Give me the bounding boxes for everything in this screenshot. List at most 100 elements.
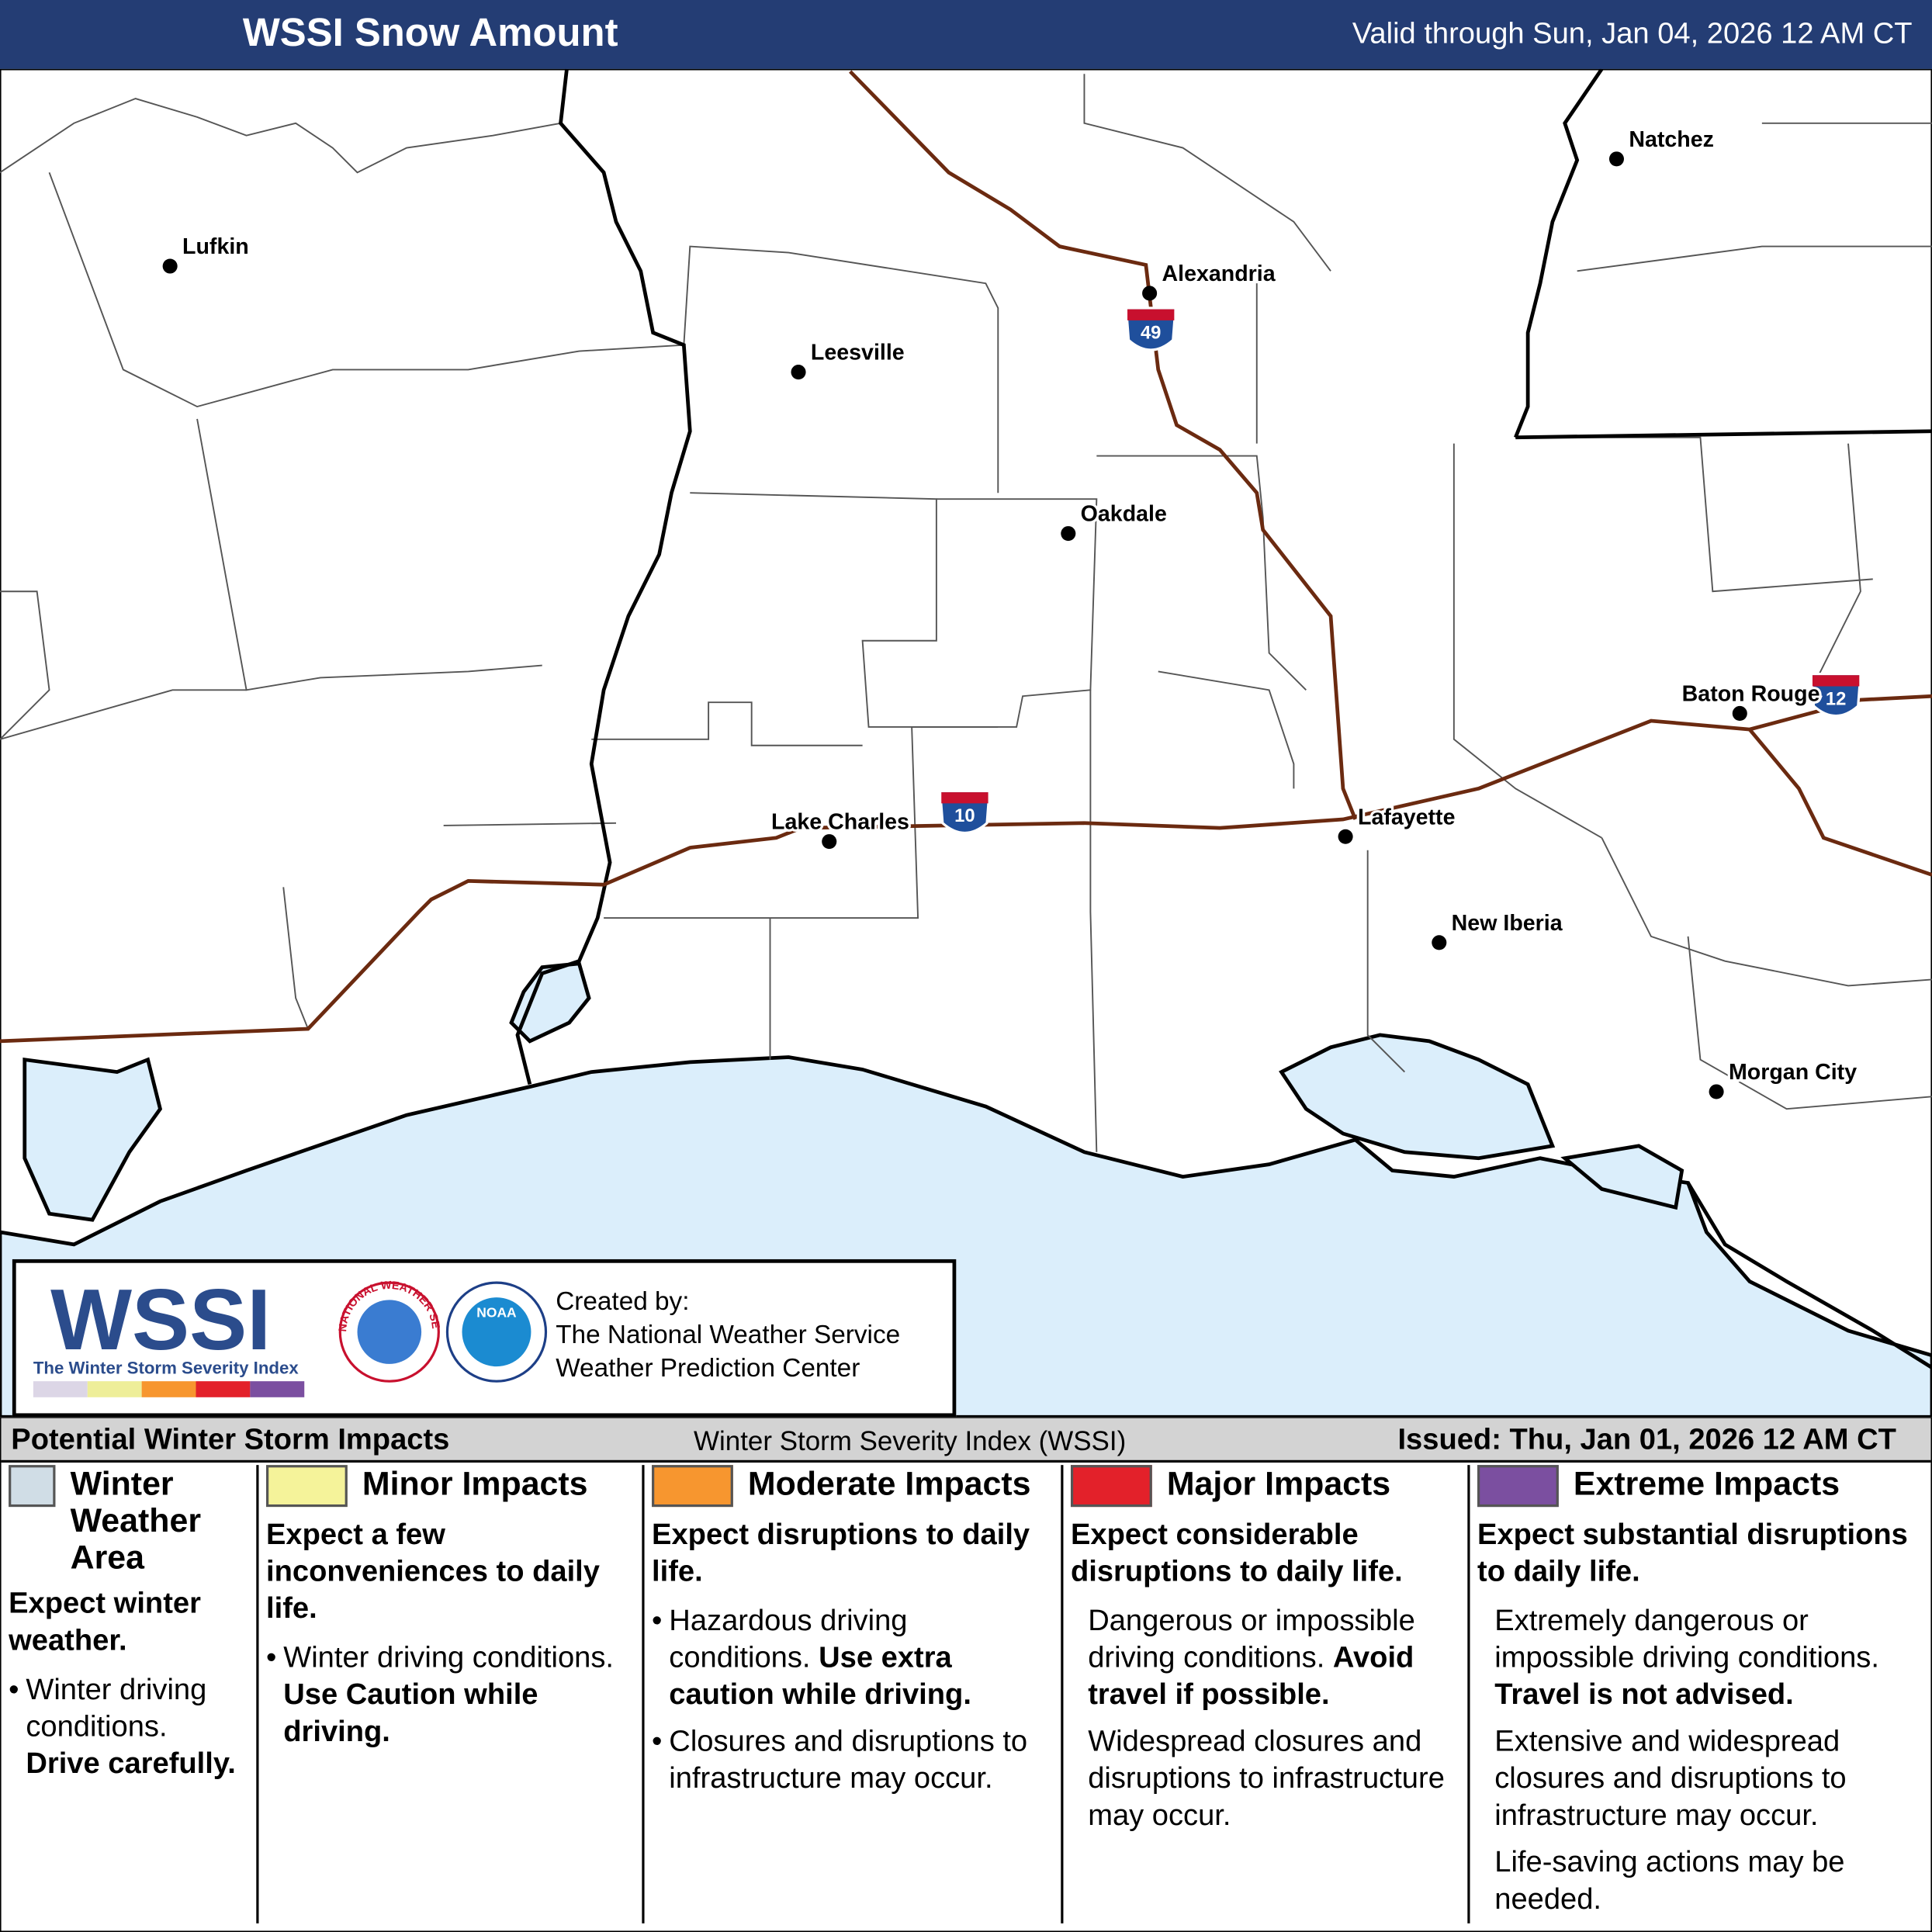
city-label: Leesville xyxy=(811,341,905,365)
city-dot xyxy=(1142,286,1158,301)
header: WSSI Snow Amount Valid through Sun, Jan … xyxy=(0,0,1932,69)
city-dot xyxy=(1338,829,1353,844)
legend-headline: Expect considerable disruptions to daily… xyxy=(1070,1518,1403,1588)
city-label: Alexandria xyxy=(1162,261,1276,286)
legend-item: Hazardous driving conditions. Use extra … xyxy=(652,1603,1053,1714)
legend-swatch xyxy=(1477,1465,1559,1508)
shield-layer: 49 10 12 xyxy=(938,306,1862,834)
shield-top xyxy=(1812,675,1860,687)
calcasieu-lake xyxy=(509,961,591,1044)
item-text: Extensive and widespread closures and di… xyxy=(1494,1725,1847,1833)
legend-item: Closures and disruptions to infrastructu… xyxy=(652,1724,1053,1798)
valid-time: Valid through Sun, Jan 04, 2026 12 AM CT xyxy=(1352,17,1913,51)
item-bold: Use extra caution while driving. xyxy=(669,1641,971,1712)
created-line: Weather Prediction Center xyxy=(556,1354,860,1383)
legend-bar: Potential Winter Storm Impacts Winter St… xyxy=(1,1418,1931,1463)
logo-color-bar xyxy=(33,1381,305,1397)
created-line: The National Weather Service xyxy=(556,1321,900,1349)
item-text: Winter driving conditions. xyxy=(26,1673,207,1744)
shield-label: 49 xyxy=(1141,323,1162,344)
legend-name: Extreme Impacts xyxy=(1573,1465,1840,1502)
legend: Potential Winter Storm Impacts Winter St… xyxy=(0,1417,1932,1932)
interstates xyxy=(0,70,1932,1044)
vermilion-bay xyxy=(1279,1033,1556,1161)
legend-name: Minor Impacts xyxy=(362,1465,588,1502)
logo-color xyxy=(87,1381,142,1397)
legend-swatch xyxy=(9,1465,56,1508)
legend-heading: Minor Impacts xyxy=(266,1465,635,1508)
legend-item: Life-saving actions may be needed. xyxy=(1494,1844,1923,1918)
legend-heading: Major Impacts xyxy=(1070,1465,1460,1508)
item-text: Widespread closures and disruptions to i… xyxy=(1088,1725,1445,1833)
item-text: Hazardous driving conditions. xyxy=(669,1604,908,1675)
legend-item: Extremely dangerous or impossible drivin… xyxy=(1494,1603,1923,1714)
shield-label: 12 xyxy=(1826,688,1846,709)
item-text: Extremely dangerous or impossible drivin… xyxy=(1494,1604,1879,1675)
city-label: Morgan City xyxy=(1729,1060,1857,1085)
city-label: Oakdale xyxy=(1081,502,1167,527)
city-label: Lufkin xyxy=(182,234,249,259)
atchafalaya-bay xyxy=(1560,1144,1684,1210)
legend-headline: Expect a few inconveniences to daily lif… xyxy=(266,1518,600,1626)
city-dot xyxy=(162,258,178,274)
map: 49 10 12 Lufkin Leesville Alexandria Oakdale L… xyxy=(0,68,1932,1418)
state-line xyxy=(1515,429,1932,440)
legend-column: Major Impacts Expect considerable disrupt… xyxy=(1061,1465,1467,1923)
legend-item: Winter driving conditions. Use Caution w… xyxy=(266,1640,635,1751)
legend-headline: Expect winter weather. xyxy=(9,1587,201,1657)
logo-color xyxy=(196,1381,251,1397)
noaa-text: NOAA xyxy=(476,1305,517,1321)
city-dot xyxy=(1709,1084,1724,1099)
item-text: Closures and disruptions to infrastructu… xyxy=(669,1725,1028,1795)
city-dot xyxy=(822,834,837,850)
logo-color xyxy=(250,1381,305,1397)
item-text: Winter driving conditions. xyxy=(283,1641,615,1675)
city-dot xyxy=(1732,705,1747,721)
item-bold: Use Caution while driving. xyxy=(283,1678,538,1749)
legend-item: Winter driving conditions. Drive careful… xyxy=(9,1672,248,1783)
legend-swatch xyxy=(652,1465,733,1508)
legend-item: Dangerous or impossible driving conditio… xyxy=(1088,1603,1460,1714)
legend-headline: Expect substantial disruptions to daily … xyxy=(1477,1518,1908,1588)
city-dot xyxy=(1432,935,1447,950)
legend-column: Extreme Impacts Expect substantial disrup… xyxy=(1467,1465,1930,1923)
legend-name: Winter Weather Area xyxy=(70,1465,202,1577)
logo-color xyxy=(33,1381,88,1397)
sabine-lake xyxy=(23,1057,163,1222)
city-label: Lafayette xyxy=(1358,805,1455,829)
shield-label: 10 xyxy=(954,805,975,826)
city-label: Lake Charles xyxy=(771,810,909,835)
city-label: New Iberia xyxy=(1452,911,1563,936)
city-dot xyxy=(791,365,806,380)
city-label: Baton Rouge xyxy=(1682,682,1820,707)
item-text: Life-saving actions may be needed. xyxy=(1494,1845,1845,1916)
legend-headline: Expect disruptions to daily life. xyxy=(652,1518,1030,1588)
item-bold: Avoid travel if possible. xyxy=(1088,1641,1414,1712)
created-line: Created by: xyxy=(556,1287,689,1316)
item-bold: Travel is not advised. xyxy=(1494,1678,1794,1712)
legend-swatch xyxy=(1070,1465,1152,1508)
legend-heading: Extreme Impacts xyxy=(1477,1465,1923,1508)
legend-column: Moderate Impacts Expect disruptions to da… xyxy=(642,1465,1061,1923)
city-dot xyxy=(1608,151,1624,167)
city-label: Natchez xyxy=(1629,127,1714,152)
item-text: Dangerous or impossible driving conditio… xyxy=(1088,1604,1415,1675)
issued-time: Issued: Thu, Jan 01, 2026 12 AM CT xyxy=(1397,1423,1896,1457)
legend-name: Moderate Impacts xyxy=(747,1465,1031,1502)
wssi-logo-sub: The Winter Storm Severity Index xyxy=(33,1359,299,1378)
noaa-logo-center xyxy=(462,1297,531,1367)
legend-item: Extensive and widespread closures and di… xyxy=(1494,1724,1923,1835)
legend-title: Potential Winter Storm Impacts xyxy=(11,1423,450,1457)
legend-column: Winter Weather Area Expect winter weather… xyxy=(2,1465,257,1923)
credit-graphics: WSSI The Winter Storm Severity Index NAT… xyxy=(12,1254,900,1397)
legend-column: Minor Impacts Expect a few inconveniences… xyxy=(256,1465,642,1923)
shield-top xyxy=(941,792,989,804)
county-lines xyxy=(0,74,1932,1152)
logo-color xyxy=(141,1381,196,1397)
title: WSSI Snow Amount xyxy=(242,9,618,54)
rivers xyxy=(515,68,1932,1369)
legend-name: Major Impacts xyxy=(1166,1465,1391,1502)
city-dot xyxy=(1061,526,1076,542)
